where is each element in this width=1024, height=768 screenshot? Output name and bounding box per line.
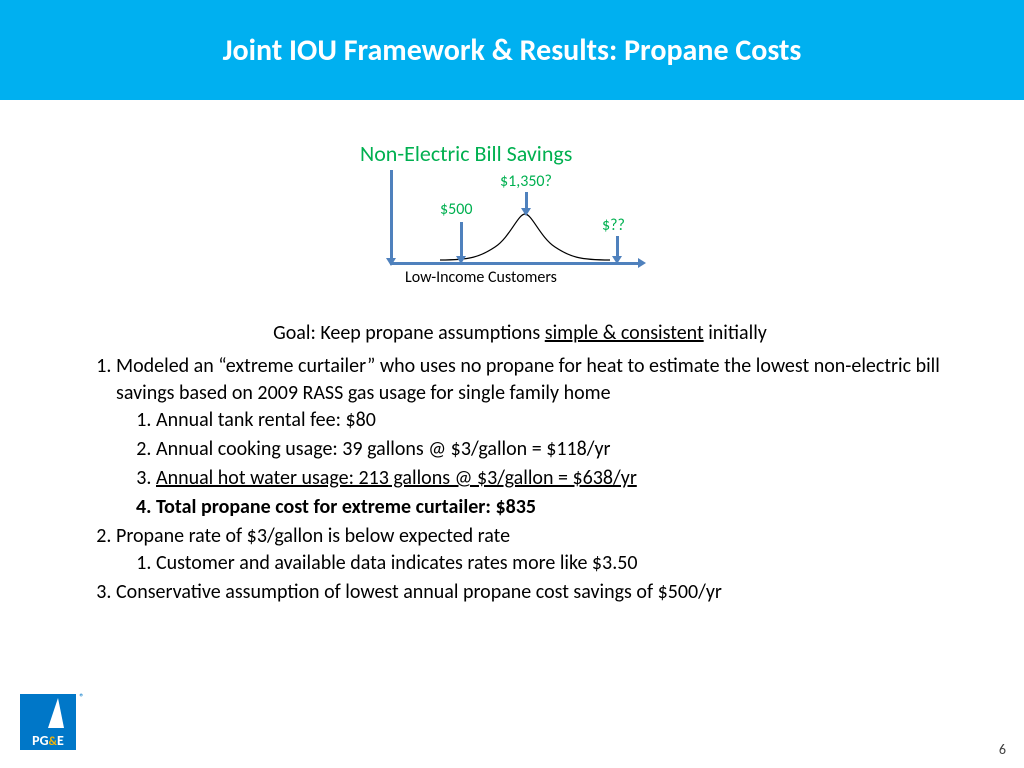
- content-body: Goal: Keep propane assumptions simple & …: [80, 320, 960, 608]
- goal-prefix: Goal: Keep propane assumptions: [273, 321, 545, 345]
- title-bar: Joint IOU Framework & Results: Propane C…: [0, 0, 1024, 100]
- diagram-title: Non-Electric Bill Savings: [360, 140, 572, 167]
- arrow-unknown: [616, 236, 619, 258]
- logo-e: E: [57, 732, 64, 749]
- slide: Joint IOU Framework & Results: Propane C…: [0, 0, 1024, 768]
- page-number: 6: [999, 741, 1006, 758]
- goal-suffix: initially: [704, 321, 767, 345]
- list-item: Customer and available data indicates ra…: [156, 550, 960, 577]
- bill-savings-diagram: Non-Electric Bill Savings $500 $1,350? $…: [350, 140, 700, 300]
- logo-text: PG&E: [20, 734, 76, 748]
- logo-box: PG&E: [20, 694, 76, 750]
- logo-amp: &: [49, 735, 57, 749]
- item-text: Propane rate of $3/gallon is below expec…: [116, 524, 510, 548]
- item-text: Annual hot water usage: 213 gallons @ $3…: [156, 466, 637, 490]
- bell-curve: [440, 212, 610, 262]
- label-500: $500: [440, 200, 472, 219]
- list-item: Annual hot water usage: 213 gallons @ $3…: [156, 465, 960, 492]
- goal-underlined: simple & consistent: [545, 321, 704, 345]
- logo-triangle-icon: [48, 698, 64, 728]
- item-text: Annual tank rental fee: $80: [156, 408, 376, 432]
- item-text: Customer and available data indicates ra…: [156, 551, 638, 575]
- list-item: Propane rate of $3/gallon is below expec…: [116, 523, 960, 577]
- bell-curve-path: [440, 214, 610, 260]
- item-text: Modeled an “extreme curtailer” who uses …: [116, 354, 940, 405]
- list-item: Annual cooking usage: 39 gallons @ $3/ga…: [156, 436, 960, 463]
- x-axis-arrow: [390, 262, 640, 265]
- x-axis-label: Low-Income Customers: [405, 268, 557, 287]
- logo-pg: PG: [32, 732, 48, 749]
- logo-registered-icon: ®: [79, 692, 84, 703]
- item-text: Total propane cost for extreme curtailer…: [156, 495, 536, 519]
- main-list: Modeled an “extreme curtailer” who uses …: [80, 353, 960, 606]
- sub-list: Customer and available data indicates ra…: [116, 550, 960, 577]
- label-1350: $1,350?: [500, 172, 552, 191]
- arrow-500: [460, 222, 463, 258]
- list-item: Annual tank rental fee: $80: [156, 407, 960, 434]
- list-item: Modeled an “extreme curtailer” who uses …: [116, 353, 960, 521]
- sub-list: Annual tank rental fee: $80 Annual cooki…: [116, 407, 960, 521]
- item-text: Annual cooking usage: 39 gallons @ $3/ga…: [156, 437, 611, 461]
- y-axis-arrow: [390, 170, 393, 260]
- item-text: Conservative assumption of lowest annual…: [116, 580, 722, 604]
- arrow-1350: [525, 192, 528, 210]
- pge-logo: PG&E ®: [20, 694, 76, 750]
- label-unknown: $??: [602, 216, 625, 235]
- goal-statement: Goal: Keep propane assumptions simple & …: [80, 320, 960, 347]
- slide-title: Joint IOU Framework & Results: Propane C…: [223, 32, 802, 69]
- list-item: Conservative assumption of lowest annual…: [116, 579, 960, 606]
- list-item: Total propane cost for extreme curtailer…: [156, 494, 960, 521]
